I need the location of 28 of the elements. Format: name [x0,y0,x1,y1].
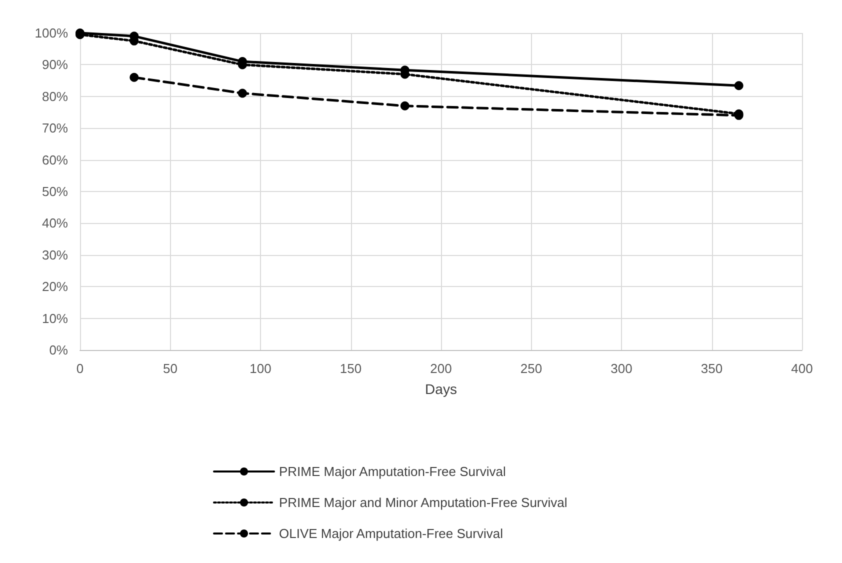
x-axis-title: Days [425,381,457,397]
point [238,88,247,98]
y-tick-label: 0% [49,342,68,358]
y-tick-label: 70% [42,120,68,136]
y-tick-label: 40% [42,216,68,231]
x-tick-label: 350 [700,361,723,376]
x-tick-label: 200 [430,361,452,376]
y-tick-label: 10% [42,310,68,326]
point [734,81,744,90]
legend-label: PRIME Major and Minor Amputation-Free Survival [279,495,568,510]
legend-label: PRIME Major Amputation-Free Survival [279,464,506,479]
x-tick-label: 0 [76,361,84,376]
y-tick-label: 90% [42,57,68,72]
y-tick-label: 60% [42,152,68,168]
x-tick-label: 50 [163,361,178,376]
x-tick-label: 150 [340,361,362,376]
point [130,72,139,82]
x-tick-label: 300 [610,361,632,376]
y-tick-label: 100% [34,26,68,40]
x-tick-label: 250 [520,361,542,376]
y-tick-label: 20% [42,279,68,294]
x-tick-label: 100 [250,361,272,376]
legend-label: OLIVE Major Amputation-Free Survival [279,526,504,541]
y-tick-label: 30% [42,247,68,262]
y-tick-label: 50% [42,184,68,199]
point [400,101,410,110]
y-tick-label: 80% [42,88,68,104]
x-tick-label: 400 [791,361,813,376]
